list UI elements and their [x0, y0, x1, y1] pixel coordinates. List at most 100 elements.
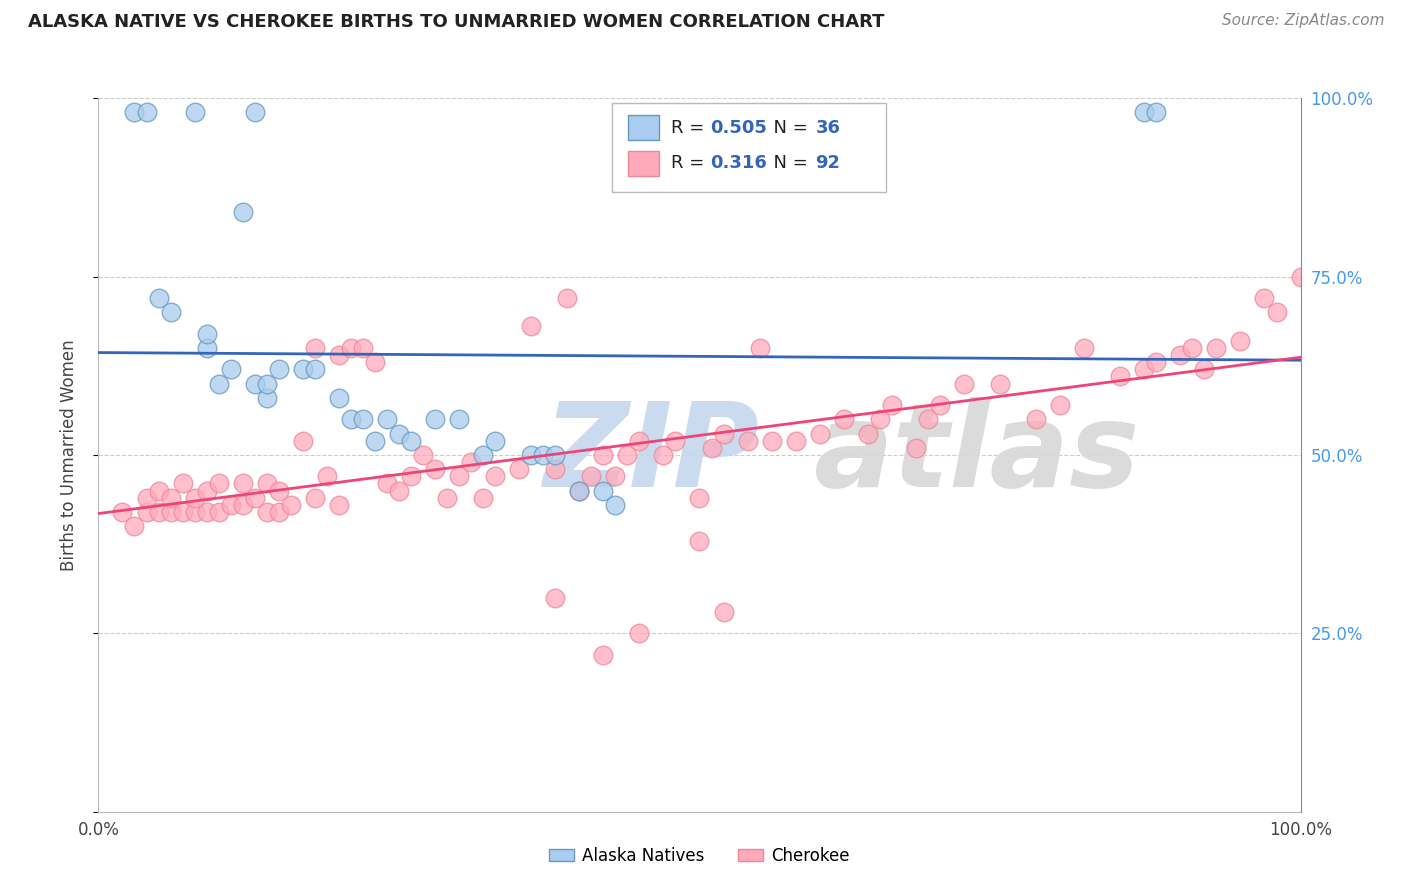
- Point: [1289, 269, 1312, 284]
- Point: [315, 469, 337, 483]
- Point: [1265, 305, 1288, 319]
- Point: [555, 291, 578, 305]
- Point: [447, 412, 470, 426]
- Point: [605, 469, 627, 483]
- Point: [243, 376, 266, 391]
- Point: [148, 505, 170, 519]
- Point: [544, 591, 567, 605]
- Point: [183, 105, 205, 120]
- Text: 0.316: 0.316: [710, 154, 766, 172]
- Text: N =: N =: [762, 119, 814, 136]
- Point: [412, 448, 434, 462]
- Point: [592, 648, 614, 662]
- Point: [988, 376, 1011, 391]
- Point: [328, 391, 350, 405]
- Point: [328, 348, 350, 362]
- Point: [664, 434, 686, 448]
- Point: [172, 476, 194, 491]
- Text: Source: ZipAtlas.com: Source: ZipAtlas.com: [1222, 13, 1385, 29]
- Point: [700, 441, 723, 455]
- Point: [423, 462, 446, 476]
- Point: [460, 455, 482, 469]
- Point: [1144, 355, 1167, 369]
- Point: [761, 434, 783, 448]
- Point: [880, 398, 903, 412]
- Point: [195, 483, 218, 498]
- Point: [484, 469, 506, 483]
- Point: [256, 376, 278, 391]
- Point: [148, 291, 170, 305]
- Point: [447, 469, 470, 483]
- Point: [689, 491, 711, 505]
- Point: [737, 434, 759, 448]
- Text: R =: R =: [671, 119, 710, 136]
- Point: [520, 319, 543, 334]
- Point: [352, 412, 374, 426]
- Point: [256, 391, 278, 405]
- Point: [713, 605, 735, 619]
- Text: N =: N =: [762, 154, 814, 172]
- Point: [1109, 369, 1132, 384]
- Point: [135, 505, 157, 519]
- Point: [544, 448, 567, 462]
- Point: [423, 412, 446, 426]
- Text: ZIP: ZIP: [543, 398, 759, 512]
- Text: ALASKA NATIVE VS CHEROKEE BIRTHS TO UNMARRIED WOMEN CORRELATION CHART: ALASKA NATIVE VS CHEROKEE BIRTHS TO UNMA…: [28, 13, 884, 31]
- Point: [111, 505, 134, 519]
- Point: [183, 491, 205, 505]
- Point: [291, 362, 314, 376]
- Point: [1194, 362, 1216, 376]
- Point: [267, 505, 290, 519]
- Point: [208, 476, 231, 491]
- Point: [436, 491, 458, 505]
- Text: 92: 92: [815, 154, 841, 172]
- Point: [124, 519, 146, 533]
- Point: [1073, 341, 1095, 355]
- Point: [232, 205, 254, 219]
- Point: [748, 341, 770, 355]
- Point: [208, 376, 231, 391]
- Point: [1253, 291, 1275, 305]
- Point: [1181, 341, 1204, 355]
- Point: [1205, 341, 1227, 355]
- Point: [399, 434, 422, 448]
- Legend: Alaska Natives, Cherokee: Alaska Natives, Cherokee: [543, 840, 856, 871]
- Point: [364, 434, 387, 448]
- Point: [208, 505, 231, 519]
- Point: [904, 441, 927, 455]
- Point: [304, 341, 326, 355]
- Point: [652, 448, 675, 462]
- Point: [364, 355, 387, 369]
- Point: [1025, 412, 1047, 426]
- Point: [869, 412, 891, 426]
- Point: [267, 362, 290, 376]
- Point: [568, 483, 591, 498]
- Point: [1133, 362, 1156, 376]
- Point: [159, 505, 181, 519]
- Point: [304, 362, 326, 376]
- Point: [1229, 334, 1251, 348]
- Point: [713, 426, 735, 441]
- Point: [1133, 105, 1156, 120]
- Point: [832, 412, 855, 426]
- Point: [328, 498, 350, 512]
- Point: [159, 305, 181, 319]
- Point: [399, 469, 422, 483]
- Point: [352, 341, 374, 355]
- Point: [219, 362, 242, 376]
- Point: [785, 434, 807, 448]
- Text: 36: 36: [815, 119, 841, 136]
- Point: [267, 483, 290, 498]
- Point: [568, 483, 591, 498]
- Point: [256, 505, 278, 519]
- Text: atlas: atlas: [814, 398, 1140, 512]
- Point: [304, 491, 326, 505]
- Point: [135, 105, 157, 120]
- Point: [340, 341, 363, 355]
- Point: [605, 498, 627, 512]
- Point: [917, 412, 939, 426]
- Point: [856, 426, 879, 441]
- Point: [544, 462, 567, 476]
- Point: [375, 476, 398, 491]
- Text: 0.505: 0.505: [710, 119, 766, 136]
